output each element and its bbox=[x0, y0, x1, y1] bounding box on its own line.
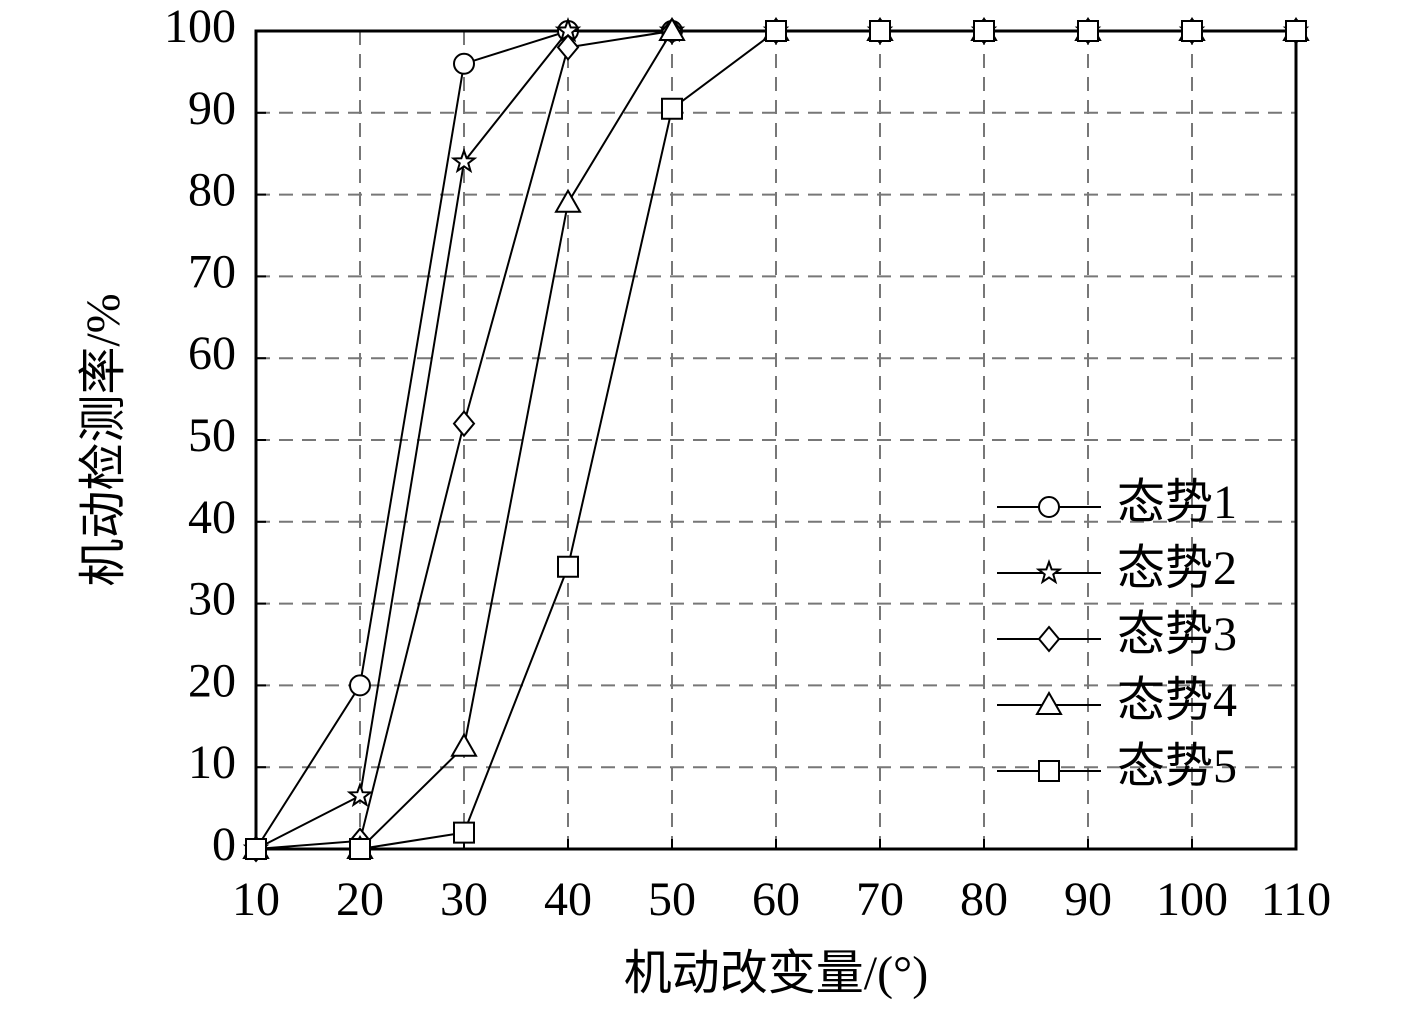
y-axis-label: 机动检测率/% bbox=[77, 293, 130, 586]
marker bbox=[1285, 20, 1307, 42]
legend-marker bbox=[1038, 760, 1060, 782]
x-tick-label: 50 bbox=[648, 873, 696, 926]
x-tick-label: 40 bbox=[544, 873, 592, 926]
x-tick-label: 70 bbox=[856, 873, 904, 926]
legend-label: 态势4 bbox=[1117, 674, 1237, 727]
legend-label: 态势1 bbox=[1117, 476, 1237, 529]
marker bbox=[346, 781, 374, 808]
y-tick-label: 90 bbox=[188, 82, 236, 135]
marker bbox=[554, 188, 582, 213]
legend-marker bbox=[1035, 559, 1063, 585]
x-tick-label: 60 bbox=[752, 873, 800, 926]
y-tick-label: 100 bbox=[164, 0, 236, 53]
y-tick-label: 20 bbox=[188, 654, 236, 707]
legend-marker bbox=[1035, 690, 1063, 715]
y-tick-label: 30 bbox=[188, 573, 236, 626]
marker bbox=[1181, 20, 1203, 42]
y-tick-label: 60 bbox=[188, 327, 236, 380]
y-tick-label: 50 bbox=[188, 409, 236, 462]
marker bbox=[765, 20, 787, 42]
y-tick-label: 40 bbox=[188, 491, 236, 544]
marker bbox=[869, 20, 891, 42]
marker bbox=[245, 838, 267, 860]
y-tick-label: 80 bbox=[188, 164, 236, 217]
marker bbox=[452, 52, 476, 75]
marker bbox=[658, 16, 686, 41]
x-tick-label: 80 bbox=[960, 873, 1008, 926]
x-tick-label: 90 bbox=[1064, 873, 1112, 926]
marker bbox=[557, 555, 579, 578]
x-tick-label: 30 bbox=[440, 873, 488, 926]
marker bbox=[453, 821, 475, 844]
y-tick-label: 10 bbox=[188, 736, 236, 789]
legend-label: 态势2 bbox=[1117, 542, 1237, 595]
legend-label: 态势3 bbox=[1117, 608, 1237, 661]
marker bbox=[1077, 20, 1099, 42]
marker bbox=[452, 410, 476, 438]
legend-label: 态势5 bbox=[1117, 740, 1237, 793]
x-tick-label: 110 bbox=[1261, 873, 1331, 926]
legend-marker bbox=[1037, 496, 1061, 518]
x-tick-label: 20 bbox=[336, 873, 384, 926]
legend-marker bbox=[1037, 625, 1061, 653]
x-tick-label: 10 bbox=[232, 873, 280, 926]
marker bbox=[661, 97, 683, 120]
marker bbox=[450, 732, 478, 757]
x-tick-label: 100 bbox=[1156, 873, 1228, 926]
marker bbox=[973, 20, 995, 42]
marker bbox=[349, 838, 371, 860]
y-tick-label: 0 bbox=[212, 818, 236, 871]
marker bbox=[556, 33, 580, 61]
y-tick-label: 70 bbox=[188, 245, 236, 298]
marker bbox=[450, 147, 478, 174]
x-axis-label: 机动改变量/(°) bbox=[624, 947, 929, 1000]
marker bbox=[348, 674, 372, 697]
